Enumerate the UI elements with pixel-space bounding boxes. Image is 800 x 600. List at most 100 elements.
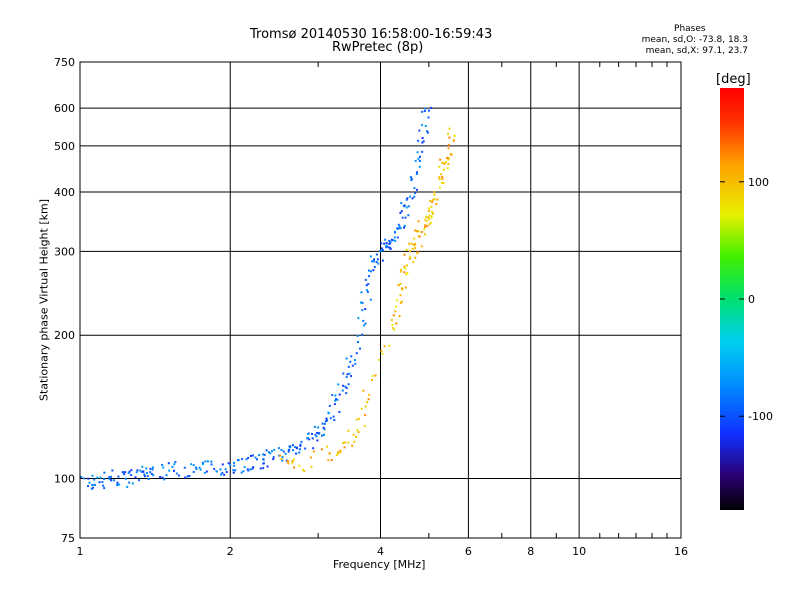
data-point [345, 392, 348, 395]
data-point [344, 385, 347, 388]
data-point [192, 464, 195, 467]
colorbar-tick-label: 100 [748, 176, 769, 189]
data-point [403, 265, 406, 268]
data-point [266, 465, 269, 468]
data-point [223, 473, 226, 476]
data-point [351, 364, 354, 367]
data-point [385, 245, 388, 248]
data-point [418, 235, 421, 238]
data-point [128, 481, 131, 484]
data-point [408, 257, 411, 260]
x-tick-label: 10 [572, 545, 586, 558]
data-point [415, 230, 418, 233]
data-point [359, 301, 362, 304]
data-point [409, 176, 412, 179]
data-point [376, 258, 379, 261]
data-point [425, 215, 428, 218]
data-point [362, 319, 365, 322]
data-point [329, 417, 332, 420]
data-point [118, 483, 121, 486]
data-point [287, 450, 290, 453]
data-point [103, 471, 106, 474]
data-point [396, 236, 399, 239]
data-point [415, 171, 418, 174]
data-point [369, 270, 372, 273]
data-point [428, 109, 431, 112]
data-point [419, 155, 422, 158]
data-point [371, 379, 374, 382]
data-point [336, 398, 339, 401]
data-point [404, 216, 407, 219]
data-point [80, 476, 83, 479]
data-point [324, 420, 327, 423]
data-point [259, 467, 262, 470]
data-point [413, 237, 416, 240]
data-point [298, 451, 301, 454]
data-point [393, 236, 396, 239]
data-point [362, 389, 365, 392]
data-point [421, 137, 424, 140]
data-point [348, 372, 351, 375]
data-point [316, 431, 319, 434]
data-point [322, 426, 325, 429]
data-point [410, 242, 413, 245]
data-point [399, 227, 402, 230]
data-point [384, 238, 387, 241]
data-point [362, 324, 365, 327]
data-point [163, 478, 166, 481]
data-point [345, 376, 348, 379]
data-point [433, 198, 436, 201]
data-point [267, 451, 270, 454]
data-point [433, 193, 436, 196]
stats-heading: Phases [674, 24, 706, 34]
data-point [224, 468, 227, 471]
data-point [369, 298, 372, 301]
data-point [357, 317, 360, 320]
colorbar-tick-label: 0 [748, 293, 755, 306]
data-point [381, 352, 384, 355]
data-point [159, 476, 162, 479]
data-point [418, 159, 421, 162]
axis-ticks [317, 62, 668, 538]
data-point [366, 290, 369, 293]
data-point [388, 344, 391, 347]
data-point [380, 349, 383, 352]
data-point [353, 359, 356, 362]
data-point [342, 384, 345, 387]
data-point [126, 485, 129, 488]
data-point [404, 286, 407, 289]
data-point [279, 454, 282, 457]
data-point [336, 453, 339, 456]
data-point [407, 214, 410, 217]
y-tick-label: 600 [54, 102, 75, 115]
data-point [316, 439, 319, 442]
data-point [355, 435, 358, 438]
data-point [213, 467, 216, 470]
data-point [327, 411, 330, 414]
data-point [400, 287, 403, 290]
colorbar-tick-label: -100 [748, 410, 773, 423]
data-point [371, 374, 374, 377]
data-point [282, 450, 285, 453]
data-point [281, 456, 284, 459]
data-point [205, 470, 208, 473]
data-point [232, 461, 235, 464]
data-point [256, 458, 259, 461]
data-point [361, 309, 364, 312]
data-point [418, 165, 421, 168]
data-point [367, 283, 370, 286]
data-point [413, 195, 416, 198]
data-point [430, 205, 433, 208]
data-point [387, 246, 390, 249]
data-point [356, 429, 359, 432]
data-point [229, 463, 232, 466]
data-point [323, 422, 326, 425]
data-point [291, 444, 294, 447]
data-point [453, 134, 456, 137]
data-point [188, 475, 191, 478]
data-point [390, 238, 393, 241]
data-point [448, 127, 451, 130]
data-point [83, 477, 86, 480]
data-point [357, 417, 360, 420]
data-point [328, 404, 331, 407]
